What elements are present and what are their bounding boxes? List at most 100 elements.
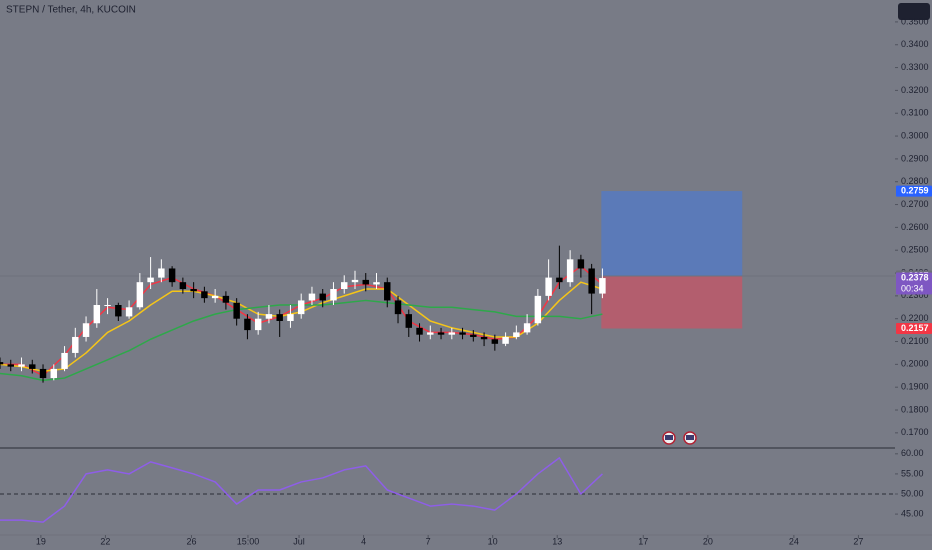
y-tick-label: 0.2800 xyxy=(901,176,929,186)
candle-body xyxy=(136,282,144,308)
countdown-label: 00:34 xyxy=(901,283,924,293)
y-tick-label: 0.2200 xyxy=(901,313,929,323)
candle-body xyxy=(523,323,531,333)
candle-body xyxy=(599,278,606,294)
price-label: 0.2157 xyxy=(901,323,929,333)
y-tick-label: 0.2000 xyxy=(901,359,929,369)
rsi-line xyxy=(0,457,603,523)
x-tick-label: Jul xyxy=(293,536,305,546)
rsi-tick-label: 50.00 xyxy=(901,488,924,498)
candle-body xyxy=(308,293,316,301)
candle-body xyxy=(179,282,187,290)
x-tick-label: 7 xyxy=(426,536,431,546)
candle-body xyxy=(287,314,294,321)
candle-body xyxy=(341,282,348,290)
x-tick-label: 15:00 xyxy=(237,536,260,546)
position-loss-zone xyxy=(601,276,743,329)
candle-body xyxy=(168,268,176,283)
y-tick-label: 0.2500 xyxy=(901,245,929,255)
candle-body xyxy=(125,307,133,317)
y-tick-label: 0.1900 xyxy=(901,382,929,392)
toolbar-button[interactable] xyxy=(898,3,930,20)
candle-body xyxy=(147,277,154,283)
candle-body xyxy=(244,318,251,331)
candle-body xyxy=(502,336,509,344)
candle-body xyxy=(104,305,111,307)
candle-body xyxy=(158,268,165,278)
candle-body xyxy=(211,295,219,299)
candle-body xyxy=(93,305,101,324)
candle-body xyxy=(416,327,423,335)
candle-body xyxy=(545,277,552,296)
candle-body xyxy=(566,259,574,283)
candle-body xyxy=(39,368,47,379)
candle-body xyxy=(29,364,36,369)
price-label: 0.2759 xyxy=(901,185,929,195)
candle-body xyxy=(577,259,585,269)
y-tick-label: 0.2300 xyxy=(901,290,929,300)
y-tick-label: 0.1800 xyxy=(901,404,929,414)
candle-body xyxy=(18,364,25,367)
rsi-tick-label: 55.00 xyxy=(901,468,924,478)
candle-body xyxy=(50,368,58,379)
candle-body xyxy=(254,318,262,331)
x-tick-label: 20 xyxy=(703,536,713,546)
candle-body xyxy=(297,300,305,315)
x-tick-label: 24 xyxy=(789,536,799,546)
y-tick-label: 0.2900 xyxy=(901,153,929,163)
candle-body xyxy=(201,291,208,299)
y-tick-label: 0.3500 xyxy=(901,16,929,26)
candle-body xyxy=(330,289,337,301)
x-tick-label: 27 xyxy=(853,536,863,546)
position-profit-zone xyxy=(601,191,743,277)
price-label-box xyxy=(896,323,932,335)
candle-body xyxy=(427,332,434,335)
chart-title: STEPN / Tether, 4h, KUCOIN xyxy=(6,5,136,16)
candle-body xyxy=(448,332,456,335)
candle-body xyxy=(394,300,402,315)
price-label-box xyxy=(896,272,932,295)
candle-body xyxy=(534,295,542,324)
candle-body xyxy=(459,332,466,335)
x-tick-label: 19 xyxy=(36,536,46,546)
price-label: 0.2378 xyxy=(901,272,929,282)
candle-body xyxy=(61,352,68,369)
x-tick-label: 4 xyxy=(361,536,366,546)
candle-body xyxy=(384,282,391,301)
candle-body xyxy=(351,279,359,283)
y-tick-label: 0.1700 xyxy=(901,427,929,437)
candle-body xyxy=(480,336,488,340)
candle-body xyxy=(82,323,90,337)
x-tick-label: 17 xyxy=(638,536,648,546)
y-tick-label: 0.3200 xyxy=(901,85,929,95)
candle-body xyxy=(588,268,595,294)
x-tick-label: 22 xyxy=(100,536,110,546)
candle-body xyxy=(222,295,230,303)
candle-body xyxy=(7,364,14,367)
candle-body xyxy=(362,279,369,285)
candle-body xyxy=(319,293,326,301)
candle-body xyxy=(115,305,122,317)
y-tick-label: 0.3400 xyxy=(901,39,929,49)
x-tick-label: 26 xyxy=(186,536,196,546)
price-label-box xyxy=(896,185,932,197)
candle-body xyxy=(373,282,380,285)
candle-body xyxy=(0,362,4,365)
candle-body xyxy=(276,314,283,321)
candle-body xyxy=(405,314,413,328)
x-tick-label: 13 xyxy=(552,536,562,546)
rsi-tick-label: 60.00 xyxy=(901,448,924,458)
candle-body xyxy=(556,277,563,283)
event-icon[interactable] xyxy=(683,431,697,445)
y-tick-label: 0.3000 xyxy=(901,130,929,140)
candle-body xyxy=(190,289,197,292)
y-tick-label: 0.2100 xyxy=(901,336,929,346)
candle-body xyxy=(233,302,240,319)
y-tick-label: 0.2600 xyxy=(901,222,929,232)
event-icon[interactable] xyxy=(662,431,676,445)
candle-body xyxy=(470,334,477,337)
y-tick-label: 0.3100 xyxy=(901,108,929,118)
